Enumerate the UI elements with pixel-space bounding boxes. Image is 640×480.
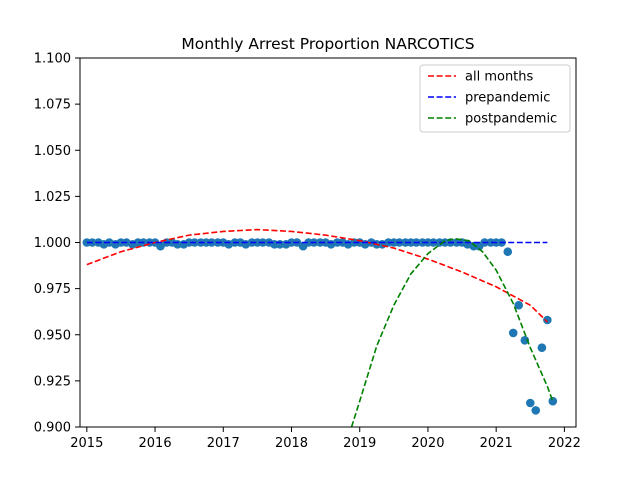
y-tick-label: 1.000	[34, 236, 71, 251]
x-tick-label: 2022	[548, 436, 581, 451]
plot-content	[82, 228, 558, 427]
scatter-point	[520, 335, 530, 345]
chart-title: Monthly Arrest Proportion NARCOTICS	[181, 35, 474, 53]
x-tick-label: 2016	[139, 436, 172, 451]
y-tick-label: 0.925	[34, 374, 71, 389]
scatter-point	[503, 247, 513, 257]
x-tick-label: 2020	[411, 436, 444, 451]
legend-box	[419, 64, 571, 133]
plot-area	[82, 228, 558, 427]
y-tick-label: 1.100	[34, 52, 71, 67]
scatter-point	[548, 396, 558, 406]
scatter-point	[525, 398, 535, 408]
y-tick-label: 1.075	[34, 98, 71, 113]
legend: all months prepandemic postpandemic	[419, 64, 571, 133]
y-tick-label: 0.950	[34, 328, 71, 343]
x-tick-label: 2017	[207, 436, 240, 451]
scatter-point	[531, 406, 541, 415]
y-tick-label: 0.900	[34, 421, 71, 436]
x-tick-label: 2018	[275, 436, 308, 451]
x-tick-label: 2021	[480, 436, 513, 451]
x-tick-label: 2015	[70, 436, 103, 451]
y-tick-label: 1.050	[34, 144, 71, 159]
scatter-point	[537, 343, 547, 352]
y-tick-label: 1.025	[34, 190, 71, 205]
legend-label: prepandemic	[465, 91, 550, 106]
y-tick-label: 0.975	[34, 282, 71, 297]
legend-label: all months	[465, 70, 534, 85]
axes: 2015 2016 2017 2018 2019 2020 2021 2022 0.900 0.9…	[34, 52, 581, 452]
series-line-all-months	[86, 228, 548, 323]
scatter-point	[514, 300, 523, 310]
scatter-point	[543, 315, 552, 325]
x-tick-label: 2019	[343, 436, 376, 451]
legend-label: postpandemic	[465, 112, 557, 127]
series-line-postpandemic	[350, 238, 554, 427]
scatter-point	[508, 328, 518, 338]
